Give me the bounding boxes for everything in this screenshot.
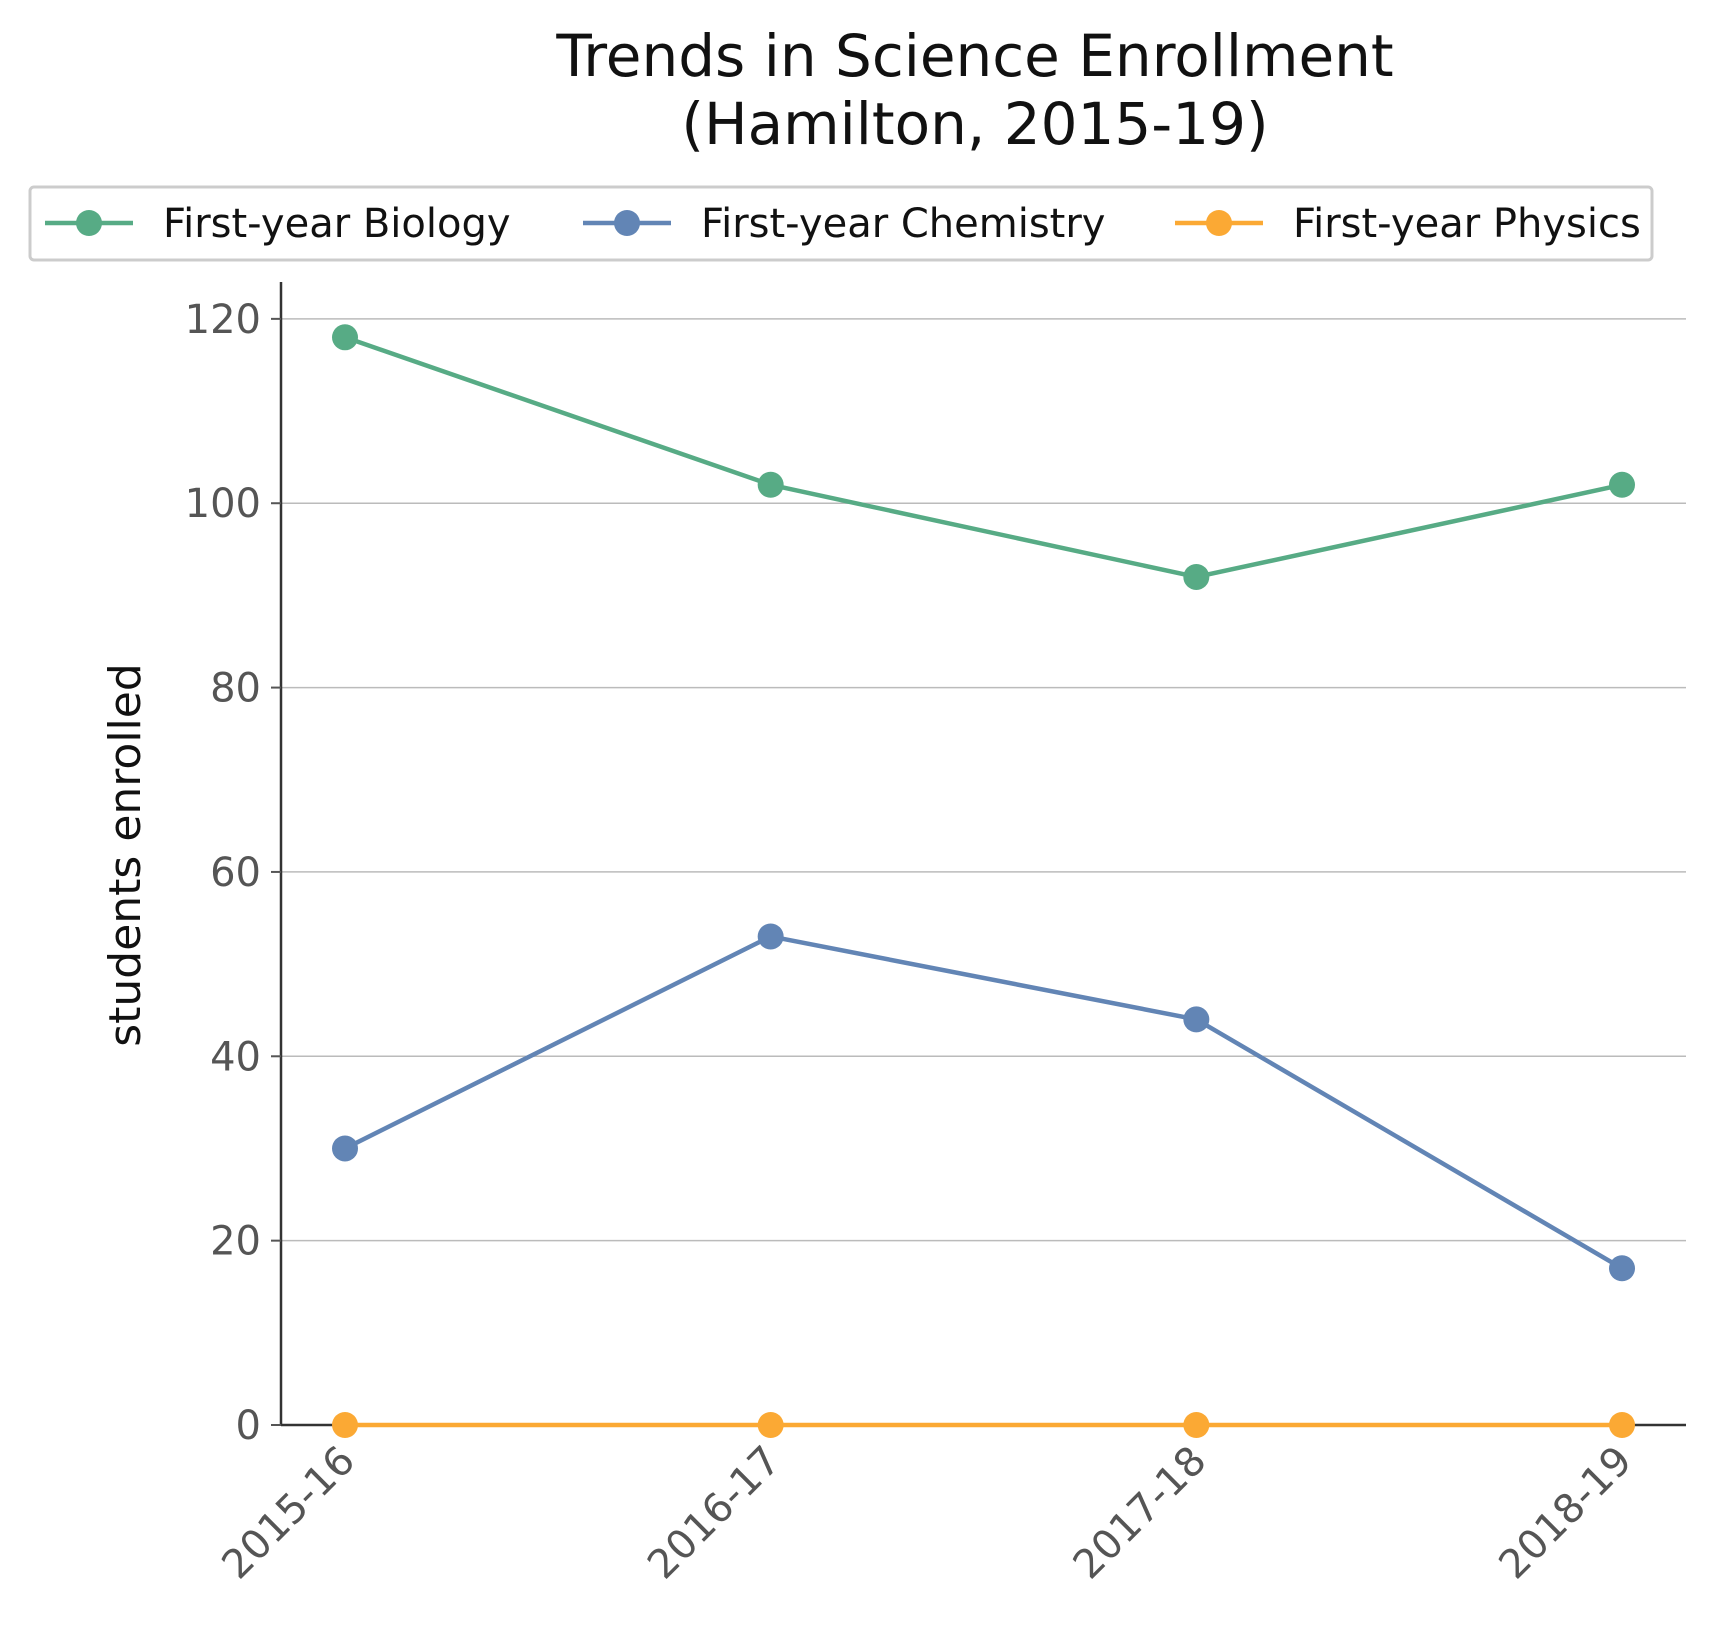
- series-0: [332, 324, 1635, 590]
- y-tick-label: 100: [185, 481, 261, 527]
- series-2: [332, 1412, 1635, 1438]
- data-point: [1183, 1006, 1210, 1033]
- axes: [279, 282, 1686, 1427]
- data-point: [332, 1412, 358, 1438]
- data-point: [1609, 1412, 1635, 1438]
- y-tick-label: 80: [210, 666, 261, 712]
- data-point: [1609, 471, 1635, 498]
- data-point: [1183, 1412, 1210, 1438]
- legend-marker: [1206, 210, 1232, 236]
- x-tick-label: 2018-19: [1490, 1438, 1641, 1589]
- series-group: [332, 324, 1635, 1438]
- chart-subtitle: (Hamilton, 2015-19): [681, 90, 1268, 158]
- series-line: [344, 335, 1623, 580]
- y-tick-label: 60: [210, 850, 261, 896]
- data-point: [1183, 563, 1210, 590]
- legend-marker: [614, 210, 640, 236]
- x-tick-labels: 2015-16 2016-17 2017-18 2018-19: [213, 1425, 1641, 1588]
- data-point: [757, 923, 784, 950]
- y-tick-label: 20: [210, 1219, 261, 1265]
- y-axis-label: students enrolled: [100, 663, 151, 1047]
- chart-title: Trends in Science Enrollment: [555, 22, 1393, 90]
- gridlines: [281, 318, 1686, 1242]
- series-1: [332, 923, 1635, 1282]
- legend-frame: [28, 185, 1654, 262]
- legend-label: First-year Biology: [163, 201, 511, 247]
- y-tick-label: 120: [185, 297, 261, 343]
- y-tick-label: 0: [236, 1403, 261, 1449]
- legend-item: First-year Chemistry: [583, 201, 1105, 247]
- x-tick-label: 2015-16: [213, 1438, 364, 1589]
- y-tick-label: 40: [210, 1034, 261, 1080]
- legend-item: First-year Physics: [1175, 201, 1641, 247]
- series-line: [343, 934, 1624, 1271]
- x-tick-label: 2017-18: [1065, 1438, 1216, 1589]
- legend-label: First-year Physics: [1293, 201, 1641, 247]
- data-point: [332, 1135, 358, 1162]
- data-point: [1609, 1255, 1635, 1282]
- legend: First-year Biology First-year Chemistry Fi…: [28, 185, 1654, 262]
- x-tick-label: 2016-17: [639, 1438, 790, 1589]
- data-point: [757, 471, 784, 498]
- data-point: [757, 1412, 784, 1438]
- legend-item: First-year Biology: [45, 201, 511, 247]
- legend-marker: [76, 210, 102, 236]
- y-tick-labels: 0 20 40 60 80 100 120: [185, 297, 281, 1449]
- legend-label: First-year Chemistry: [701, 201, 1105, 247]
- data-point: [332, 324, 358, 351]
